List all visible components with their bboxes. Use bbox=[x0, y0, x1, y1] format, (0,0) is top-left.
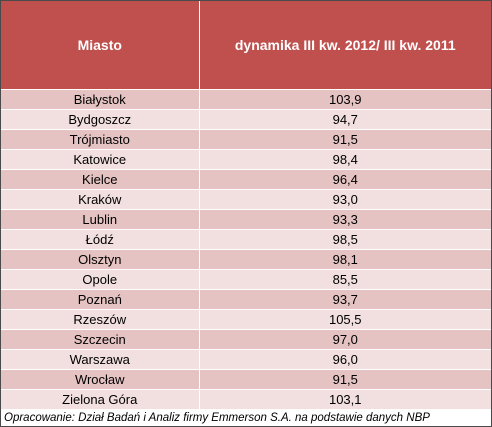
source-note: Opracowanie: Dział Badań i Analiz firmy … bbox=[4, 412, 430, 424]
dynamics-value-cell: 93,7 bbox=[199, 289, 491, 310]
dynamics-value-cell: 93,3 bbox=[199, 209, 491, 230]
city-cell: Bydgoszcz bbox=[1, 109, 200, 130]
dynamics-value-cell: 103,9 bbox=[199, 89, 491, 110]
city-cell: Olsztyn bbox=[1, 249, 200, 270]
dynamics-value-cell: 105,5 bbox=[199, 309, 491, 330]
table-header-row: Miasto dynamika III kw. 2012/ III kw. 20… bbox=[1, 1, 491, 90]
table-row: Szczecin 97,0 bbox=[1, 329, 491, 350]
dynamics-value-cell: 98,4 bbox=[199, 149, 491, 170]
city-cell: Trójmiasto bbox=[1, 129, 200, 150]
city-cell: Katowice bbox=[1, 149, 200, 170]
table-row: Białystok 103,9 bbox=[1, 89, 491, 110]
dynamics-value-cell: 96,4 bbox=[199, 169, 491, 190]
city-cell: Warszawa bbox=[1, 349, 200, 370]
dynamics-value-cell: 97,0 bbox=[199, 329, 491, 350]
city-cell: Rzeszów bbox=[1, 309, 200, 330]
table-row: Kielce 96,4 bbox=[1, 169, 491, 190]
city-cell: Poznań bbox=[1, 289, 200, 310]
dynamics-value-cell: 98,5 bbox=[199, 229, 491, 250]
city-cell: Łódź bbox=[1, 229, 200, 250]
dynamics-value-cell: 85,5 bbox=[199, 269, 491, 290]
city-cell: Zielona Góra bbox=[1, 389, 200, 410]
city-cell: Szczecin bbox=[1, 329, 200, 350]
table-row: Rzeszów 105,5 bbox=[1, 309, 491, 330]
table-row: Wrocław 91,5 bbox=[1, 369, 491, 390]
table-row: Bydgoszcz 94,7 bbox=[1, 109, 491, 130]
price-dynamics-table: Miasto dynamika III kw. 2012/ III kw. 20… bbox=[1, 1, 491, 410]
table-body: Białystok 103,9 Bydgoszcz 94,7 Trójmiasto 91,… bbox=[1, 89, 491, 410]
dynamics-value-cell: 103,1 bbox=[199, 389, 491, 410]
dynamics-value-cell: 98,1 bbox=[199, 249, 491, 270]
city-cell: Lublin bbox=[1, 209, 200, 230]
column-header-city: Miasto bbox=[1, 1, 200, 90]
city-cell: Wrocław bbox=[1, 369, 200, 390]
table-row: Poznań 93,7 bbox=[1, 289, 491, 310]
table-row: Opole 85,5 bbox=[1, 269, 491, 290]
table-row: Warszawa 96,0 bbox=[1, 349, 491, 370]
city-cell: Opole bbox=[1, 269, 200, 290]
table-row: Olsztyn 98,1 bbox=[1, 249, 491, 270]
table-row: Łódź 98,5 bbox=[1, 229, 491, 250]
table-row: Zielona Góra 103,1 bbox=[1, 389, 491, 410]
dynamics-value-cell: 91,5 bbox=[199, 129, 491, 150]
city-cell: Kielce bbox=[1, 169, 200, 190]
table-row: Katowice 98,4 bbox=[1, 149, 491, 170]
dynamics-value-cell: 96,0 bbox=[199, 349, 491, 370]
city-cell: Kraków bbox=[1, 189, 200, 210]
table-row: Trójmiasto 91,5 bbox=[1, 129, 491, 150]
column-header-dynamics: dynamika III kw. 2012/ III kw. 2011 bbox=[199, 1, 491, 90]
dynamics-value-cell: 93,0 bbox=[199, 189, 491, 210]
city-cell: Białystok bbox=[1, 89, 200, 110]
dynamics-value-cell: 91,5 bbox=[199, 369, 491, 390]
dynamics-value-cell: 94,7 bbox=[199, 109, 491, 130]
table-row: Lublin 93,3 bbox=[1, 209, 491, 230]
table-row: Kraków 93,0 bbox=[1, 189, 491, 210]
